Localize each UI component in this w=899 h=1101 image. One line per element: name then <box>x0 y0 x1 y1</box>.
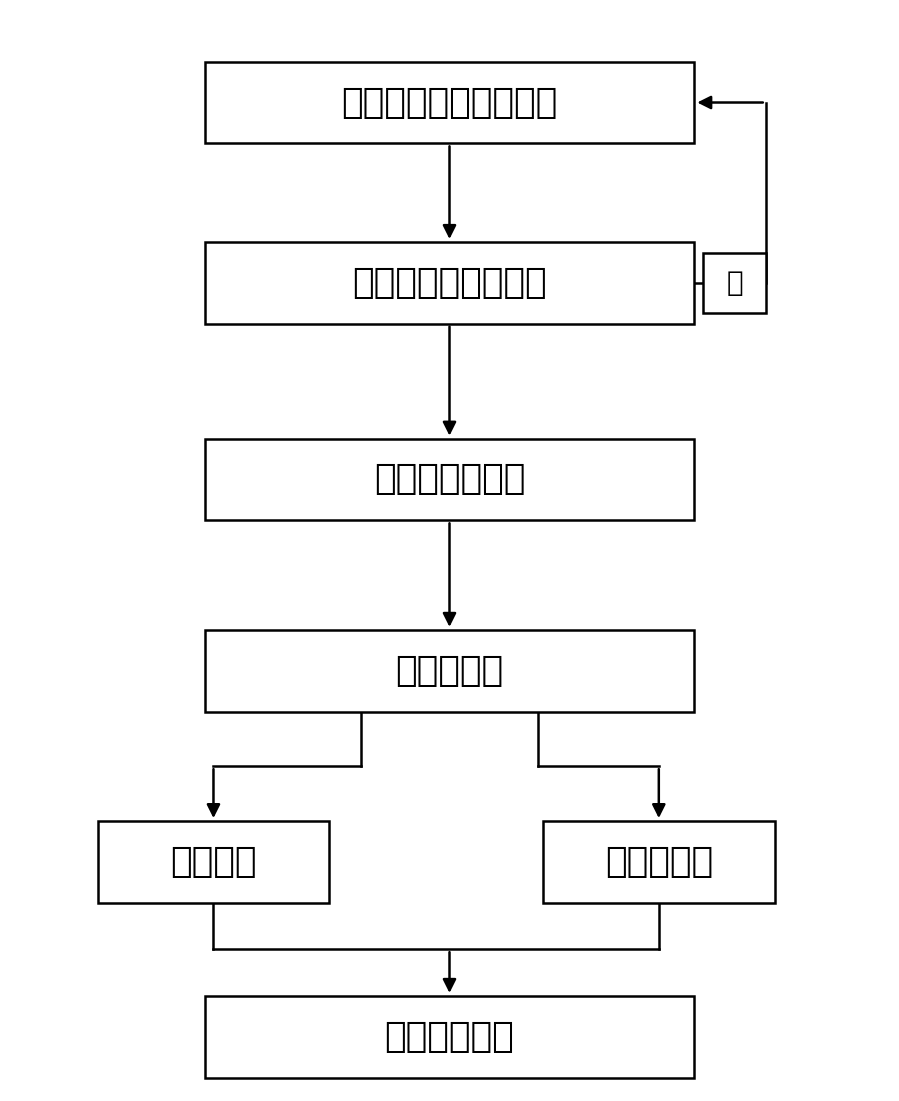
Text: 现场核查检验: 现场核查检验 <box>385 1020 514 1054</box>
Text: 采集成功率是否满足: 采集成功率是否满足 <box>352 265 547 299</box>
Bar <box>205 242 694 324</box>
Bar <box>205 630 694 711</box>
Bar <box>543 821 775 903</box>
Bar <box>98 821 329 903</box>
Bar <box>205 62 694 143</box>
Text: 获取台区用户负荷数据: 获取台区用户负荷数据 <box>342 86 557 120</box>
Text: 相关性分析: 相关性分析 <box>396 654 503 688</box>
Text: 统计分析: 统计分析 <box>170 844 257 879</box>
Text: 可视化呈现: 可视化呈现 <box>605 844 713 879</box>
Text: 否: 否 <box>726 269 743 297</box>
Text: 数据标准化处理: 数据标准化处理 <box>374 462 525 497</box>
Bar <box>703 253 766 313</box>
Bar <box>205 995 694 1078</box>
Bar <box>205 438 694 521</box>
